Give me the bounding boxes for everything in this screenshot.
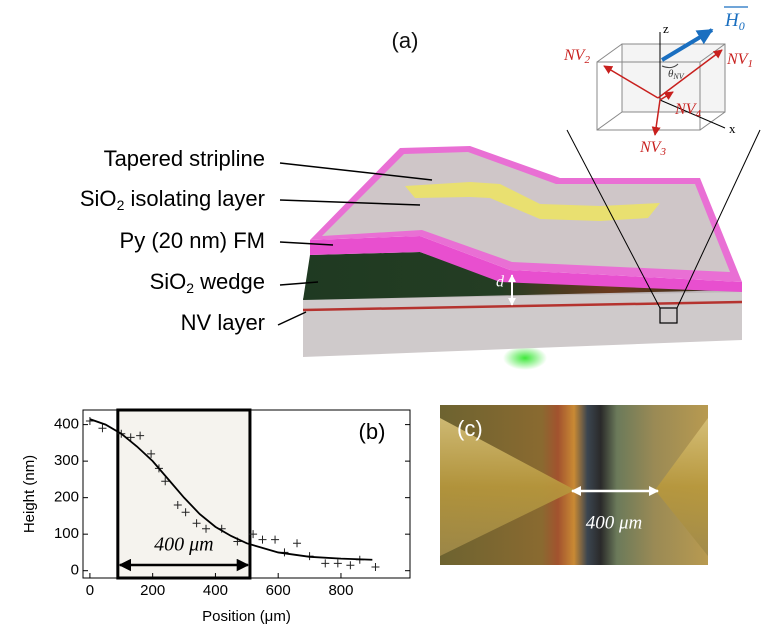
data-point [321,559,329,567]
layer-label: Py (20 nm) FM [120,228,265,253]
stack-diagram: d [278,130,760,370]
text: isolating layer [124,186,265,211]
panel-label: (b) [359,419,386,444]
height-chart: 400 μm 0 200 400 600 800 0 100 200 300 400 Position… [21,410,410,625]
text: NV [674,101,698,118]
figure: (a) d Tapered stripline SiO2 isolating l… [0,0,765,642]
layer-label: NV layer [181,310,265,335]
laser-glow [503,346,547,370]
data-point [346,561,354,569]
nv-inset: z x H0 θNV NV1 NV2 NV3 NV4 [563,7,753,158]
data-point [271,536,279,544]
text: wedge [194,269,265,294]
text: NV [726,51,750,68]
text: H [724,10,740,31]
subscript: 1 [747,58,753,70]
x-tick-label: 600 [266,582,291,599]
nv-label: NV3 [639,139,666,158]
data-point [334,559,342,567]
subscript: 3 [659,146,666,158]
subscript: NV [672,72,684,81]
y-tick-label: 400 [54,416,79,433]
y-tick-label: 0 [71,562,79,579]
axis-label: x [729,121,736,136]
range-label: 400 μm [154,534,213,556]
data-point [259,536,267,544]
layer-label: SiO2 isolating layer [80,186,265,213]
photo-panel: 400 μm (c) [440,405,708,565]
scale-label: 400 μm [586,512,643,533]
nv-label: NV1 [726,51,753,70]
data-point [371,563,379,571]
field-label: H0 [724,10,745,32]
data-point [98,424,106,432]
x-tick-label: 0 [86,582,94,599]
text: NV [639,139,663,156]
y-tick-label: 100 [54,525,79,542]
subscript: 2 [117,197,125,213]
d-label: d [496,274,505,291]
nv-label: NV2 [563,47,590,66]
subscript: 2 [186,280,194,296]
x-tick-label: 200 [140,582,165,599]
subscript: 0 [739,19,745,33]
x-tick-label: 400 [203,582,228,599]
text: SiO [150,269,187,294]
subscript: 2 [584,54,590,66]
y-axis-label: Height (nm) [21,455,38,533]
y-tick-label: 300 [54,452,79,469]
subscript: 4 [695,108,701,120]
layer-labels: Tapered stripline SiO2 isolating layer P… [80,146,265,335]
panel-label: (c) [457,416,483,441]
layer-label: SiO2 wedge [150,269,265,296]
panel-label: (a) [392,28,419,53]
y-tick-label: 200 [54,489,79,506]
x-axis-label: Position (μm) [202,608,291,625]
x-tick-label: 800 [328,582,353,599]
layer-label: Tapered stripline [104,146,265,171]
text: NV [563,47,587,64]
text: SiO [80,186,117,211]
data-point [293,539,301,547]
axis-label: z [663,21,669,36]
